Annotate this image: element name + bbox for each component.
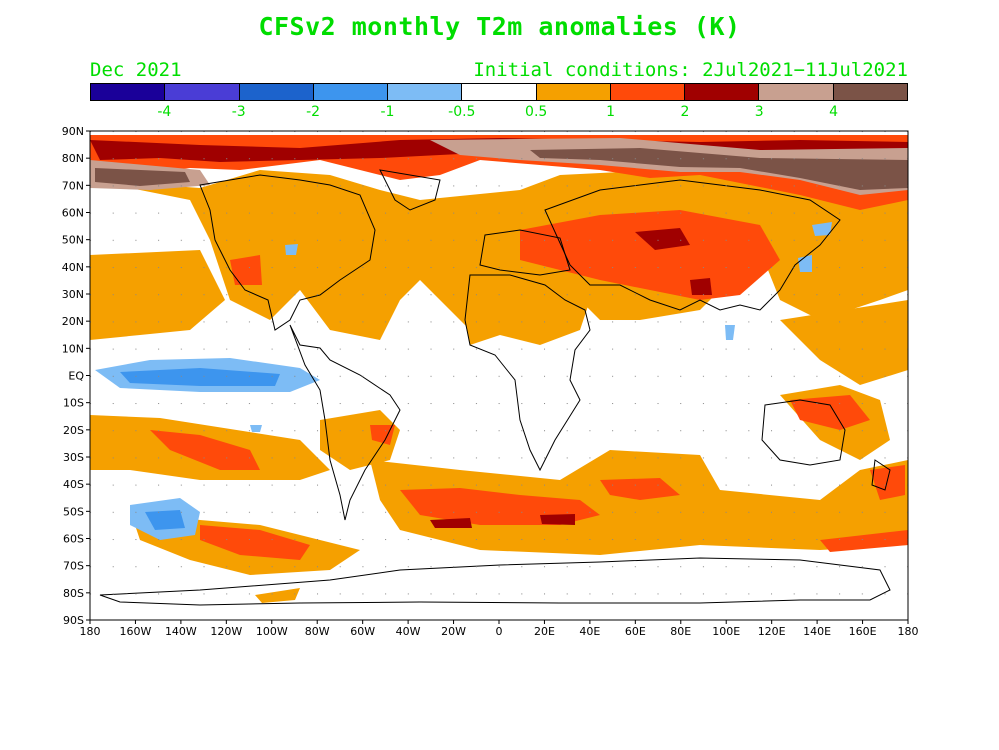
forecast-month: Dec 2021: [90, 59, 182, 81]
colorbar-label: -3: [231, 104, 246, 120]
lon-label: 100E: [712, 625, 740, 638]
lat-label: 20S: [63, 424, 84, 437]
colorbar-swatch: [759, 84, 834, 100]
lon-label: 120E: [758, 625, 786, 638]
lat-label: 60N: [62, 207, 84, 220]
lat-label: 10S: [63, 397, 84, 410]
lon-label: 100W: [256, 625, 288, 638]
lat-label: 50N: [62, 234, 84, 247]
lat-label: 40N: [62, 261, 84, 274]
lon-label: 80W: [305, 625, 330, 638]
lon-label: 80E: [670, 625, 691, 638]
lat-label: 20N: [62, 315, 84, 328]
colorbar-swatch: [685, 84, 760, 100]
colorbar-swatch: [388, 84, 463, 100]
lat-label: 50S: [63, 505, 84, 518]
colorbar-label: -4: [157, 104, 172, 120]
colorbar-label: -2: [306, 104, 321, 120]
lat-label: 30N: [62, 288, 84, 301]
lat-label: 10N: [62, 342, 84, 355]
colorbar: [90, 83, 908, 101]
lon-label: 40E: [579, 625, 600, 638]
lat-label: EQ: [68, 370, 84, 383]
colorbar-swatch: [91, 84, 166, 100]
lat-label: 40S: [63, 478, 84, 491]
lon-label: 180: [898, 625, 919, 638]
colorbar-swatch: [313, 84, 389, 100]
colorbar-label: 3: [754, 104, 764, 120]
lon-label: 60W: [350, 625, 375, 638]
lon-label: 20W: [441, 625, 466, 638]
lat-label: 90S: [63, 614, 84, 627]
colorbar-label: 2: [680, 104, 690, 120]
initial-conditions: Initial conditions: 2Jul2021−11Jul2021: [473, 59, 908, 81]
lon-label: 140E: [803, 625, 831, 638]
lat-label: 60S: [63, 533, 84, 546]
lon-label: 60E: [625, 625, 646, 638]
lat-label: 90N: [62, 125, 84, 138]
chart-title: CFSv2 monthly T2m anomalies (K): [258, 12, 741, 41]
lon-label: 160E: [849, 625, 877, 638]
lon-label: 160W: [120, 625, 152, 638]
colorbar-swatch: [462, 84, 537, 100]
lat-label: 80N: [62, 152, 84, 165]
colorbar-label: 0.5: [525, 104, 548, 120]
lon-label: 20E: [534, 625, 555, 638]
colorbar-swatch: [165, 84, 240, 100]
lon-label: 140W: [165, 625, 197, 638]
colorbar-label: 1: [606, 104, 615, 120]
axis-ticks: 90N 80N 70N 60N 50N 40N 30N 20N 10N EQ 10S 20S 30S 40…: [62, 125, 919, 638]
colorbar-swatch: [239, 84, 314, 100]
colorbar-label: -0.5: [448, 104, 476, 120]
lon-label: 0: [496, 625, 503, 638]
colorbar-swatch: [536, 84, 611, 100]
lon-label: 40W: [396, 625, 421, 638]
lat-label: 30S: [63, 451, 84, 464]
colorbar-swatch: [610, 84, 686, 100]
colorbar-label: -1: [380, 104, 395, 120]
lat-label: 80S: [63, 587, 84, 600]
colorbar-label: 4: [829, 104, 839, 120]
lon-label: 120W: [210, 625, 242, 638]
lat-label: 70N: [62, 179, 84, 192]
lat-label: 70S: [63, 560, 84, 573]
colorbar-swatch: [833, 84, 907, 100]
lon-label: 180: [80, 625, 101, 638]
